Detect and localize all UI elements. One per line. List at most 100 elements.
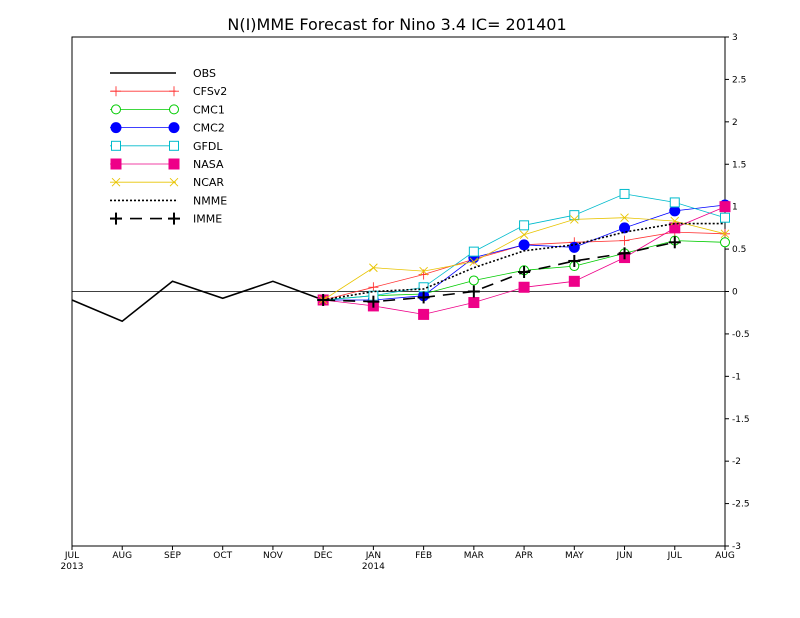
x-tick-label: JAN [365, 551, 381, 561]
legend: OBS CFSv2 CMC1 CMC2 GFDL NASA NCAR NMME IMME [110, 67, 227, 226]
legend-item-cfsv2: CFSv2 [110, 85, 227, 98]
legend-label: CMC2 [193, 122, 225, 135]
series-nmme [323, 222, 725, 301]
marker-plus-bold [518, 265, 531, 278]
series-obs [71, 280, 324, 323]
marker-square-open [720, 212, 730, 223]
marker-circle-filled [168, 122, 180, 134]
series-gfdl [318, 188, 730, 305]
marker-square-open [111, 140, 121, 151]
marker-plus-bold [618, 247, 631, 260]
y-tick-label: 2 [732, 118, 738, 128]
marker-plus [368, 282, 379, 293]
marker-plus-bold [467, 285, 480, 298]
marker-square-filled [110, 158, 122, 170]
marker-plus-bold [417, 291, 430, 304]
marker-x [569, 215, 579, 224]
y-tick-label: -2.5 [732, 500, 750, 510]
marker-square-filled [669, 222, 681, 234]
legend-item-nasa: NASA [110, 158, 224, 171]
series-layer [71, 188, 731, 323]
y-axis: 3 2.5 2 1.5 1 0.5 0 -0.5 -1 -1.5 -2 -2.5 -3 [725, 33, 750, 552]
y-tick-label: 0.5 [732, 245, 746, 255]
legend-label: NMME [193, 194, 227, 207]
marker-circle-open [468, 275, 479, 286]
legend-label: CFSv2 [193, 85, 227, 98]
marker-x [111, 177, 121, 187]
x-tick-label: APR [515, 551, 533, 561]
legend-item-ncar: NCAR [110, 176, 224, 189]
legend-item-nmme: NMME [110, 194, 227, 207]
series-imme [317, 236, 681, 308]
marker-circle-open [169, 104, 179, 115]
marker-x [369, 263, 378, 273]
y-tick-label: -2 [732, 457, 741, 467]
marker-square-filled [468, 297, 480, 309]
marker-plus [619, 235, 630, 246]
legend-label: GFDL [193, 140, 223, 153]
marker-plus-bold [668, 236, 681, 249]
marker-square-filled [568, 275, 580, 287]
x-tick-label: OCT [213, 551, 232, 561]
marker-square-open [569, 210, 580, 221]
series-nasa [317, 201, 731, 320]
marker-plus [169, 86, 179, 97]
y-tick-label: 3 [732, 33, 738, 43]
x-tick-label: NOV [263, 551, 284, 561]
marker-circle-filled [619, 222, 631, 234]
marker-square-open [169, 140, 179, 151]
y-tick-label: -0.5 [732, 330, 750, 340]
series-ncar [318, 213, 730, 305]
marker-x [620, 213, 629, 223]
y-tick-label: -3 [732, 542, 741, 552]
x-axis: JUL AUG SEP OCT NOV DEC JAN FEB MAR APR MAY JUN JUL A… [61, 546, 735, 572]
y-tick-label: 1 [732, 203, 738, 213]
marker-x [720, 229, 730, 239]
series-line [323, 222, 725, 301]
legend-label: OBS [193, 67, 216, 80]
x-tick-label: MAR [464, 551, 484, 561]
marker-plus [111, 86, 121, 97]
marker-square-open [468, 246, 479, 257]
x-tick-label: JUL [667, 551, 682, 561]
marker-square-open [669, 197, 680, 208]
x-tick-label: DEC [314, 551, 333, 561]
chart-title: N(I)MME Forecast for Nino 3.4 IC= 201401 [227, 15, 566, 34]
marker-plus-bold [317, 293, 330, 306]
legend-item-cmc1: CMC1 [110, 103, 225, 116]
marker-plus-bold [110, 212, 122, 225]
y-tick-label: -1 [732, 372, 741, 382]
x-tick-label: MAY [565, 551, 584, 561]
marker-circle-filled [110, 122, 122, 134]
marker-circle-open [111, 104, 121, 115]
marker-square-filled [418, 308, 430, 320]
y-tick-label: 0 [732, 288, 738, 298]
marker-square-filled [719, 201, 731, 213]
y-tick-label: -1.5 [732, 415, 750, 425]
x-tick-label: AUG [112, 551, 132, 561]
x-tick-label: SEP [164, 551, 181, 561]
marker-square-filled [518, 281, 530, 293]
marker-plus-bold [367, 295, 380, 308]
legend-label: NASA [193, 158, 224, 171]
legend-label: NCAR [193, 176, 224, 189]
y-tick-label: 2.5 [732, 75, 746, 85]
y-tick-label: 1.5 [732, 160, 746, 170]
marker-circle-filled [518, 239, 530, 251]
marker-circle-open [720, 237, 730, 248]
legend-label: CMC1 [193, 103, 225, 116]
x-tick-label: JUL [64, 551, 79, 561]
series-line [71, 280, 324, 323]
marker-x [169, 177, 179, 187]
legend-label: IMME [193, 213, 222, 226]
marker-circle-filled [568, 241, 580, 253]
marker-x [419, 266, 428, 276]
x-tick-label: FEB [415, 551, 432, 561]
marker-square-open [519, 220, 530, 231]
legend-item-obs: OBS [110, 67, 216, 80]
legend-item-imme: IMME [110, 212, 222, 226]
marker-x [469, 257, 479, 267]
x-tick-label: JUN [616, 551, 633, 561]
x-tick-label: AUG [715, 551, 735, 561]
